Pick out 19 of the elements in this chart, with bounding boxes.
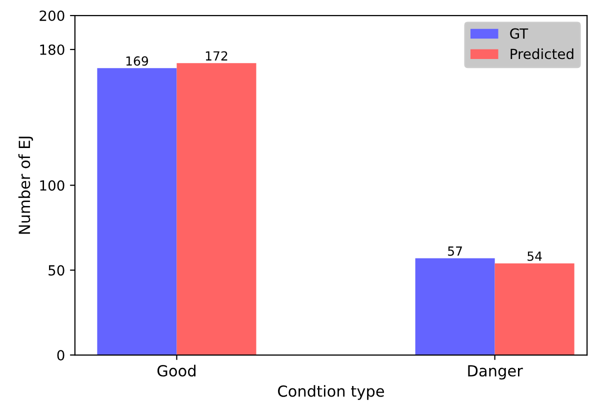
x-axis-title: Condtion type <box>278 385 384 400</box>
data-label: 169 <box>126 56 148 66</box>
bar <box>97 68 177 356</box>
y-tick-label: 100 <box>40 180 64 191</box>
y-tick-label: 200 <box>40 10 64 22</box>
x-tick-label: Good <box>157 364 196 377</box>
y-tick-label: 50 <box>48 265 64 276</box>
data-label: 54 <box>528 252 542 261</box>
bar <box>494 263 574 356</box>
y-tick-label: 180 <box>40 44 64 55</box>
bar <box>176 63 256 356</box>
bar <box>415 258 495 356</box>
data-label: 57 <box>448 246 462 256</box>
y-tick-label: 0 <box>57 350 64 360</box>
legend-label: Predicted <box>510 48 574 60</box>
data-label: 172 <box>206 51 228 60</box>
x-tick-label: Danger <box>468 365 523 380</box>
legend-label: GT <box>510 28 528 39</box>
y-axis-title: Number of EJ <box>18 136 34 234</box>
